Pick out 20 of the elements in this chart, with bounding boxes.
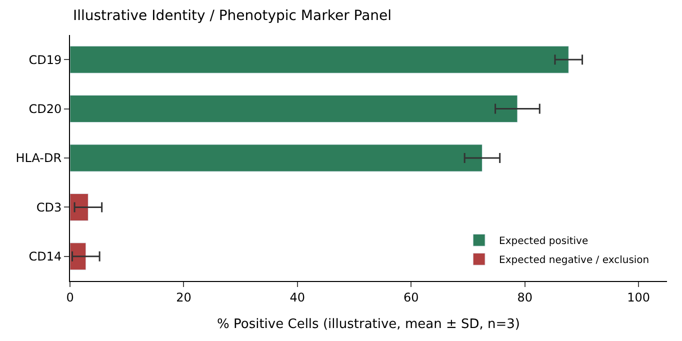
y-tick-label: CD3 (36, 200, 62, 214)
x-tick-label: 20 (176, 290, 192, 304)
legend-label: Expected positive (499, 236, 588, 248)
bar (70, 46, 569, 74)
y-tick-label: CD14 (28, 250, 62, 264)
y-tick-label: CD19 (28, 52, 62, 67)
x-tick-label: 80 (517, 290, 532, 304)
bar (70, 242, 86, 270)
x-tick-label: 40 (290, 290, 306, 304)
bar (70, 193, 88, 221)
x-tick-label: 60 (404, 290, 419, 304)
x-axis-title: % Positive Cells (illustrative, mean ± SD, n=3) (217, 317, 520, 332)
y-tick-label: CD20 (28, 102, 62, 116)
bar (70, 144, 482, 172)
x-tick-label: 100 (627, 290, 650, 304)
y-tick-label: HLA-DR (16, 151, 62, 166)
bar (70, 95, 518, 123)
legend-label: Expected negative / exclusion (499, 255, 650, 266)
x-tick-label: 0 (66, 290, 74, 304)
chart-title: Illustrative Identity / Phenotypic Marker Panel (72, 8, 392, 24)
